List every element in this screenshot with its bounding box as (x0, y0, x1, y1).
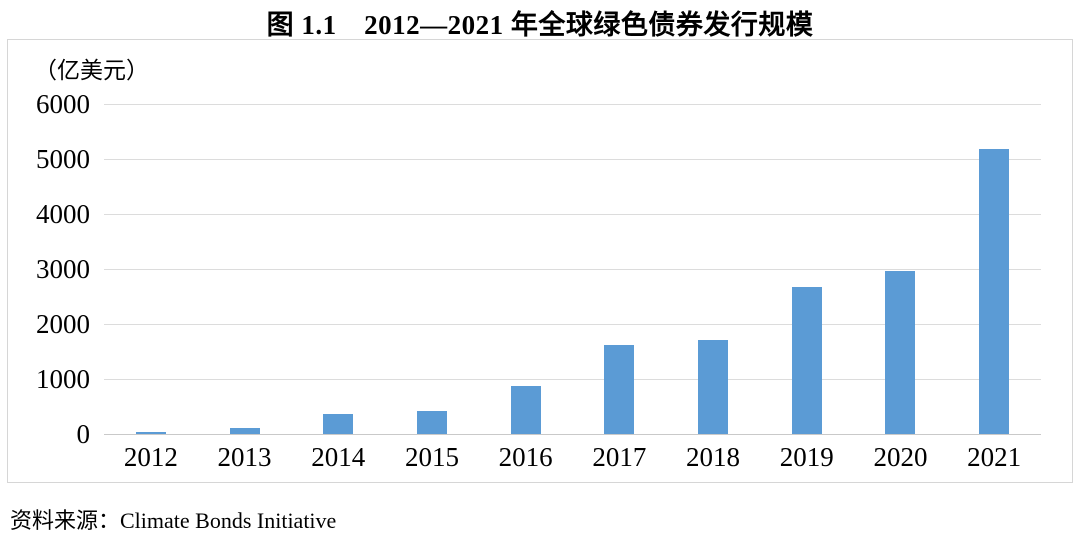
y-tick-label-6000: 6000 (36, 89, 90, 119)
gridline-1000 (104, 379, 1041, 380)
y-tick-label-2000: 2000 (36, 309, 90, 339)
y-axis-unit-label: （亿美元） (34, 58, 149, 83)
y-tick-label-4000: 4000 (36, 199, 90, 229)
gridline-4000 (104, 214, 1041, 215)
chart-plot-frame: （亿美元） 0 1000 2000 3000 4000 5000 6000 2012 2013 2… (7, 39, 1073, 483)
bar-2018 (698, 339, 729, 434)
x-tick-label-2019: 2019 (779, 442, 834, 472)
plot-area: 0 1000 2000 3000 4000 5000 6000 2012 2013 2014 201… (36, 91, 1041, 471)
gridline-0 (104, 434, 1041, 435)
x-tick-label-2018: 2018 (686, 442, 741, 472)
x-tick-label-2015: 2015 (404, 442, 459, 472)
y-tick-label-5000: 5000 (36, 144, 90, 174)
x-tick-label-2017: 2017 (592, 442, 647, 472)
bar-2020 (885, 270, 916, 434)
bar-2017 (604, 344, 635, 434)
x-tick-label-2016: 2016 (498, 442, 553, 472)
x-tick-label-2014: 2014 (311, 442, 366, 472)
source-caption: 资料来源：Climate Bonds Initiative (10, 508, 337, 533)
y-tick-label-0: 0 (76, 419, 91, 449)
y-tick-label-1000: 1000 (36, 364, 90, 394)
bar-2013 (229, 427, 260, 434)
gridline-6000 (104, 104, 1041, 105)
gridline-3000 (104, 269, 1041, 270)
x-tick-label-2020: 2020 (873, 442, 928, 472)
bar-2016 (510, 386, 541, 434)
y-tick-label-3000: 3000 (36, 254, 90, 284)
gridline-5000 (104, 159, 1041, 160)
x-tick-label-2021: 2021 (967, 442, 1022, 472)
bar-2021 (979, 149, 1010, 434)
gridline-2000 (104, 324, 1041, 325)
chart-title: 图 1.1 2012—2021 年全球绿色债券发行规模 (266, 10, 814, 40)
bar-2012 (135, 432, 166, 434)
x-tick-label-2013: 2013 (217, 442, 272, 472)
bar-2019 (791, 287, 822, 434)
bar-2015 (416, 411, 447, 434)
x-tick-label-2012: 2012 (123, 442, 178, 472)
bar-2014 (323, 413, 354, 434)
